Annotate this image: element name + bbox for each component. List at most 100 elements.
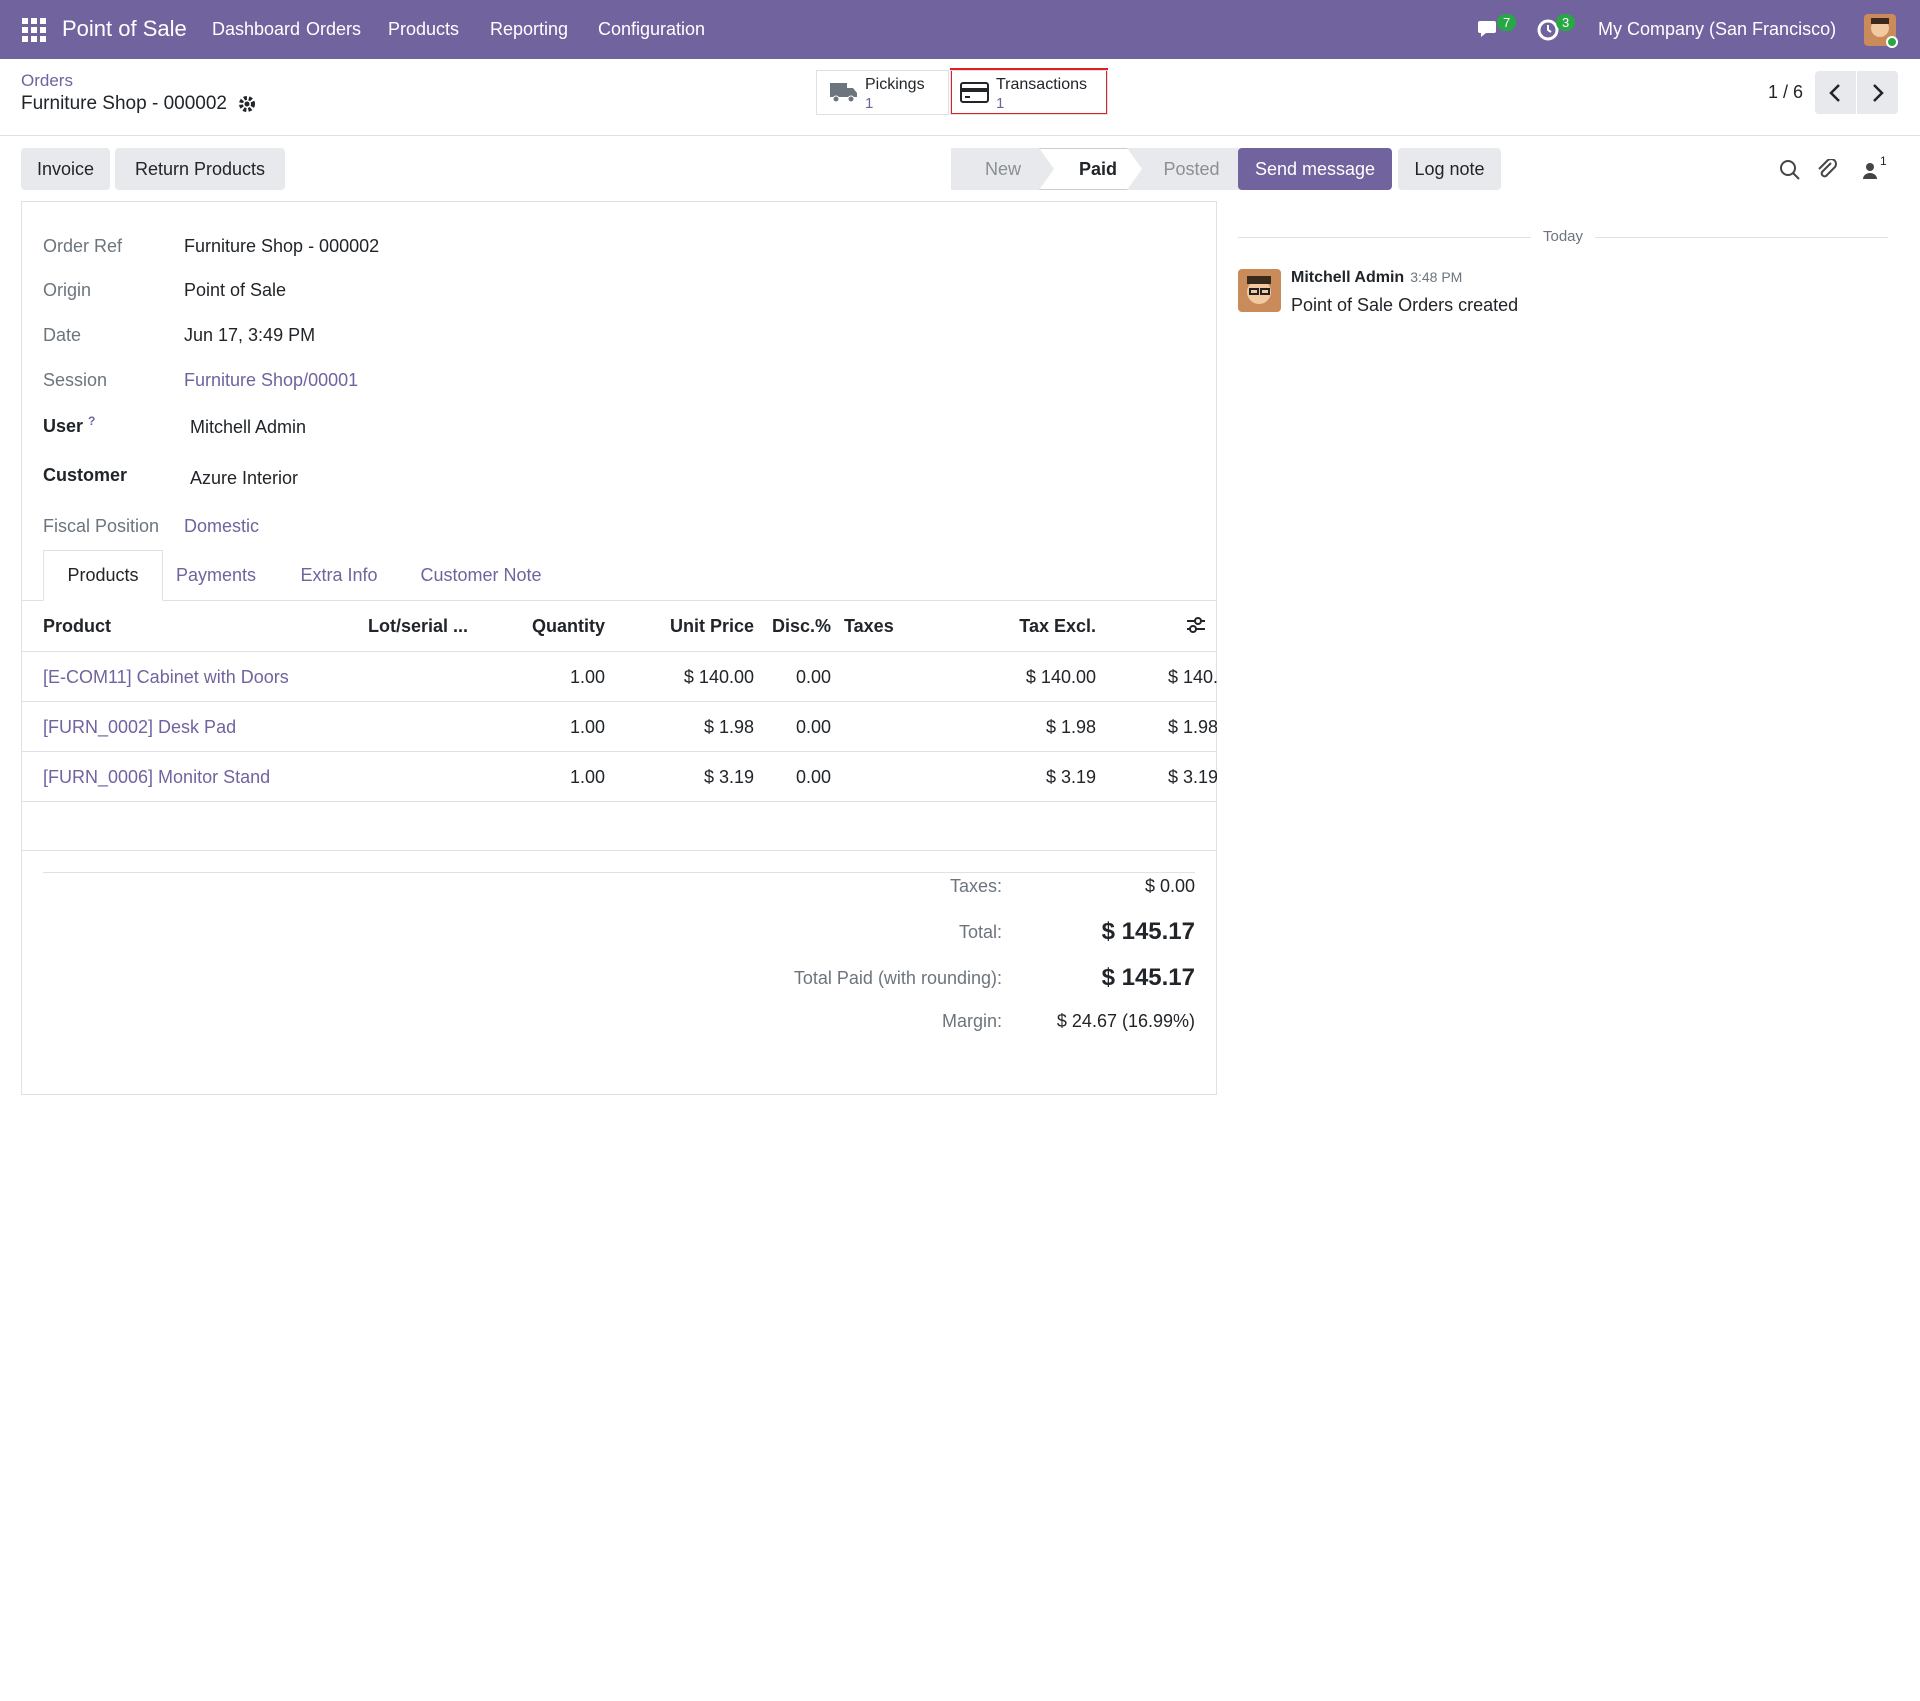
tab[interactable]: Products xyxy=(43,550,163,601)
chatter-icons xyxy=(1780,159,1877,180)
row-line xyxy=(21,801,1217,802)
user-avatar[interactable] xyxy=(1864,14,1898,48)
cell[interactable]: [FURN_0002] Desk Pad xyxy=(43,717,237,737)
cell[interactable]: [FURN_0006] Monitor Stand xyxy=(43,767,271,787)
pager-value: 1 / 6 xyxy=(1768,82,1804,102)
cell: $ 140.00 xyxy=(1025,667,1096,687)
activities-icon[interactable] xyxy=(1537,18,1561,42)
totals-line xyxy=(43,872,1195,873)
field-label: Fiscal Position xyxy=(43,516,160,536)
field-value: Furniture Shop - 000002 xyxy=(184,236,380,256)
chatter-button[interactable]: Log note xyxy=(1398,148,1501,190)
cell: 0.00 xyxy=(795,717,831,737)
status-stage[interactable]: Posted xyxy=(1127,148,1242,190)
cell: $ 140.00 xyxy=(1168,667,1217,687)
field-value: Mitchell Admin xyxy=(190,417,307,437)
app-name[interactable]: Point of Sale xyxy=(62,16,187,41)
tab[interactable]: Customer Note xyxy=(420,565,542,585)
column-header: Disc.% xyxy=(771,616,831,636)
total-label: Taxes: xyxy=(949,876,1002,896)
author-avatar xyxy=(1238,269,1281,312)
cell: 1.00 xyxy=(569,667,605,687)
total-value: $ 24.67 (16.99%) xyxy=(1056,1011,1195,1031)
smart-button-count: 1 xyxy=(865,95,874,112)
table-line xyxy=(21,651,1217,652)
date-separator: Today xyxy=(1530,228,1596,245)
smart-button-label: Pickings xyxy=(865,76,925,93)
company-switcher[interactable]: My Company (San Francisco) xyxy=(1598,19,1837,39)
messages-badge: 7 xyxy=(1497,14,1517,31)
page: (() => { const data = JSON.parse(documen… xyxy=(0,0,1920,1095)
total-label: Margin: xyxy=(941,1011,1002,1031)
menu-item[interactable]: Configuration xyxy=(598,19,706,39)
status-stage[interactable]: New xyxy=(951,148,1055,190)
message-time: 3:48 PM xyxy=(1410,269,1463,285)
pager-prev[interactable] xyxy=(1815,71,1856,114)
total-label: Total: xyxy=(958,922,1002,942)
last-column-clip: $ 140.00 $ 1.98 $ 3.19 xyxy=(1130,650,1217,810)
menu-item[interactable]: Orders xyxy=(306,19,362,39)
table-end-line xyxy=(21,850,1217,851)
total-value: $ 145.17 xyxy=(1101,918,1195,945)
cell: 0.00 xyxy=(795,667,831,687)
breadcrumb-parent[interactable]: Orders xyxy=(21,71,73,90)
followers-count[interactable]: 1 xyxy=(1880,154,1887,168)
cell: $ 3.19 xyxy=(1168,767,1217,787)
field-value: Jun 17, 3:49 PM xyxy=(184,325,316,345)
message-header: Mitchell Admin 3:48 PM xyxy=(1291,269,1462,287)
status-stage[interactable]: Paid xyxy=(1039,148,1143,190)
field-label: Origin xyxy=(43,280,92,300)
message-body: Point of Sale Orders created xyxy=(1291,295,1519,315)
field-value[interactable]: Furniture Shop/00001 xyxy=(184,370,359,390)
field-label: User? xyxy=(43,414,96,436)
row-line xyxy=(21,751,1217,752)
cell: $ 1.98 xyxy=(1168,717,1217,737)
activities-badge: 3 xyxy=(1556,14,1576,31)
smart-button-count: 1 xyxy=(996,95,1005,112)
action-button[interactable]: Return Products xyxy=(115,148,285,190)
column-header: Product xyxy=(43,616,112,636)
tab[interactable]: Extra Info xyxy=(300,565,378,585)
field-label: Order Ref xyxy=(43,236,123,256)
apps-icon[interactable] xyxy=(22,18,46,42)
field-label: Session xyxy=(43,370,108,390)
card-icon xyxy=(960,82,989,103)
total-value: $ 0.00 xyxy=(1144,876,1195,896)
menu-item[interactable]: Products xyxy=(388,19,460,39)
field-help[interactable]: ? xyxy=(88,414,96,428)
cell: 0.00 xyxy=(795,767,831,787)
cell: $ 1.98 xyxy=(1045,717,1096,737)
column-header: Quantity xyxy=(531,616,605,636)
smart-button[interactable]: Pickings 1 xyxy=(816,70,949,115)
message-author: Mitchell Admin xyxy=(1291,269,1405,286)
action-button[interactable]: Invoice xyxy=(21,148,110,190)
column-header: Tax Excl. xyxy=(1019,616,1096,636)
gear-icon[interactable] xyxy=(238,95,256,113)
form-sheet xyxy=(21,201,1217,1095)
pager-next[interactable] xyxy=(1857,71,1898,114)
smart-button[interactable]: Transactions 1 xyxy=(950,70,1108,115)
total-label: Total Paid (with rounding): xyxy=(793,968,1002,988)
cell: 1.00 xyxy=(569,767,605,787)
cell: $ 3.19 xyxy=(703,767,754,787)
record-title: Furniture Shop - 000002 xyxy=(21,93,227,114)
header-divider xyxy=(0,135,1920,136)
field-value: Point of Sale xyxy=(184,280,287,300)
menu-item[interactable]: Reporting xyxy=(490,19,569,39)
cell: $ 1.98 xyxy=(703,717,754,737)
messages-icon[interactable] xyxy=(1477,18,1503,42)
tab[interactable]: Payments xyxy=(175,565,257,585)
cell: 1.00 xyxy=(569,717,605,737)
field-value[interactable]: Domestic xyxy=(184,516,260,536)
total-value: $ 145.17 xyxy=(1101,964,1195,991)
tabs-line xyxy=(21,600,1217,601)
menu-item[interactable]: Dashboard xyxy=(212,19,301,39)
cell[interactable]: [E-COM11] Cabinet with Doors xyxy=(43,667,289,687)
cell: $ 140.00 xyxy=(683,667,754,687)
field-label: Customer xyxy=(43,465,128,485)
navbar xyxy=(0,0,1920,59)
chatter-button[interactable]: Send message xyxy=(1238,148,1392,190)
column-header: Lot/serial ... xyxy=(368,616,469,636)
column-settings-icon[interactable] xyxy=(1185,614,1207,636)
truck-icon xyxy=(830,83,857,103)
